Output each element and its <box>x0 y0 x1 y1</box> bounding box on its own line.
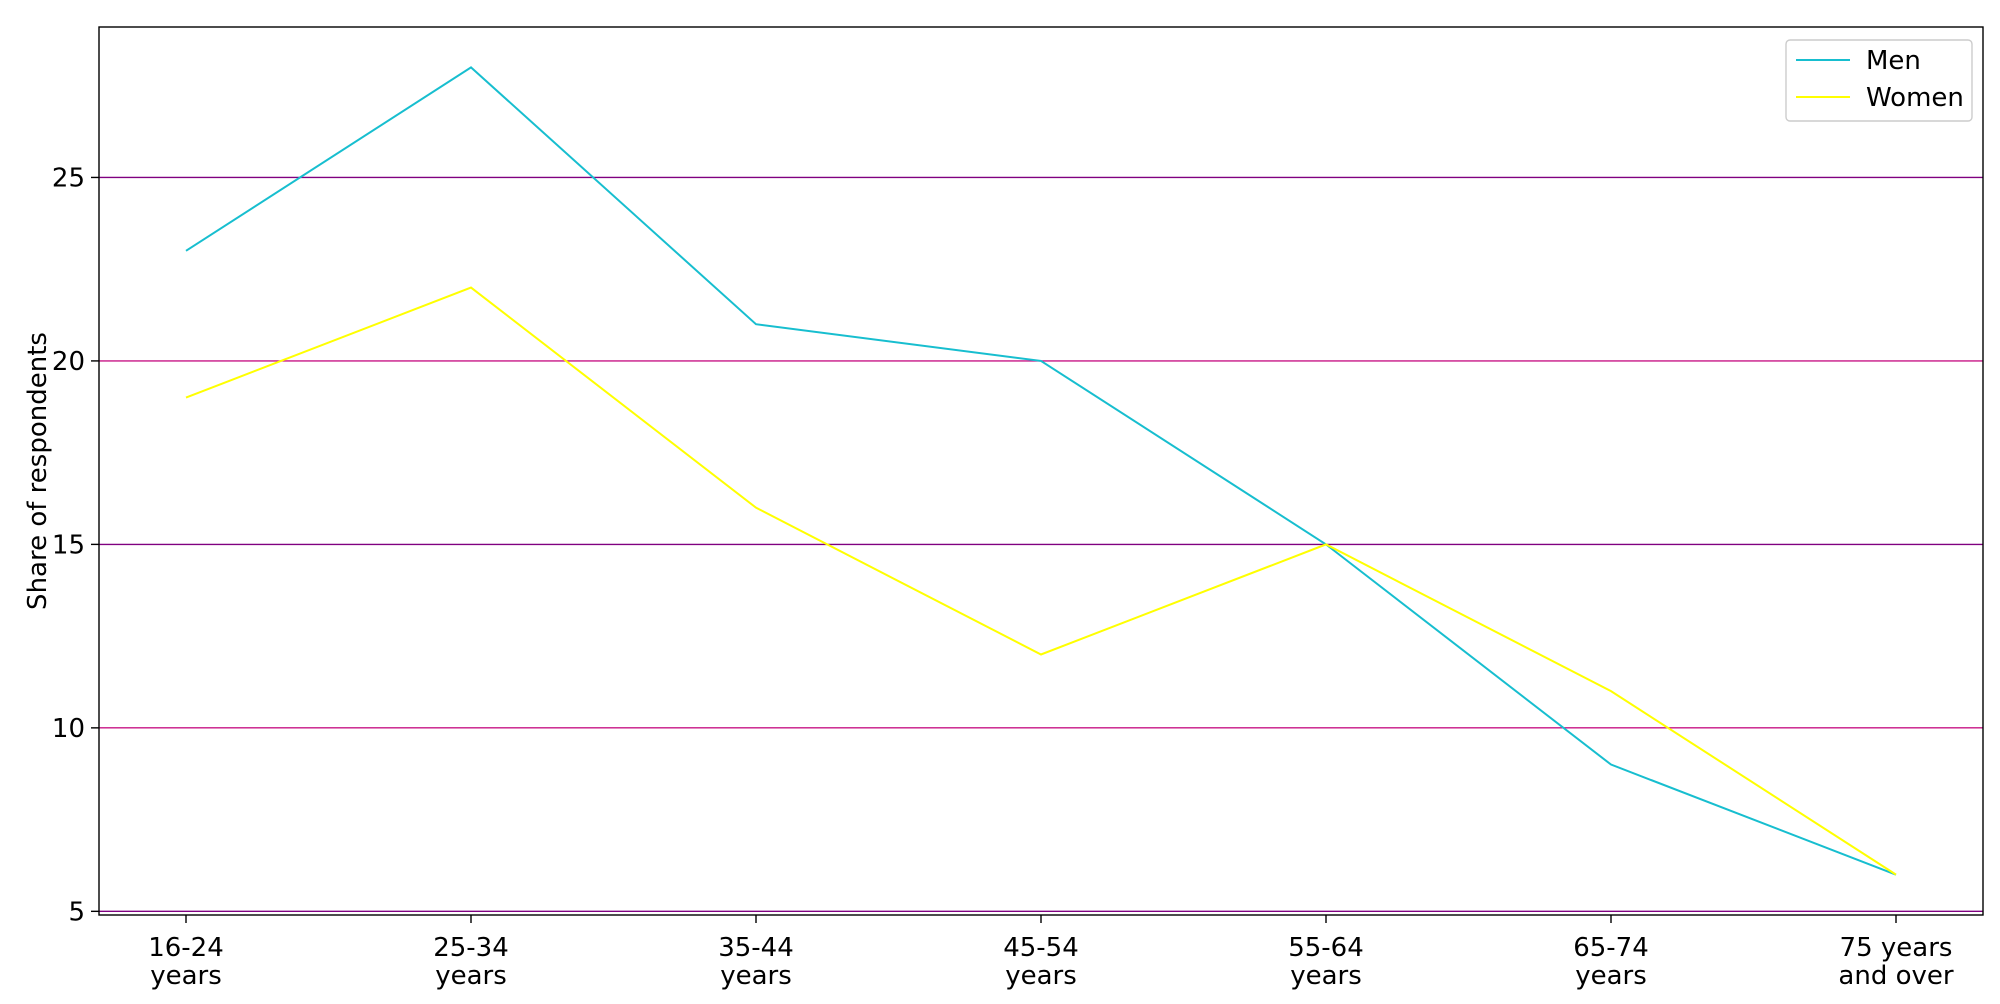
x-tick-label: 45-54 years <box>1003 933 1079 991</box>
x-tick-label: 16-24 years <box>148 933 224 991</box>
x-tick-label: 65-74 years <box>1573 933 1649 991</box>
legend-label: Women <box>1866 83 1964 113</box>
x-tick-label: 35-44 years <box>718 933 794 991</box>
legend: Men Women <box>1785 39 1973 122</box>
y-tick-label: 20 <box>52 347 85 377</box>
y-tick-label: 25 <box>52 163 85 193</box>
x-tick-label: 55-64 years <box>1288 933 1364 991</box>
x-axis: 16-24 years 25-34 years 35-44 years 45-54 years… <box>148 915 1954 991</box>
x-tick-label: 75 years and over <box>1838 933 1953 991</box>
x-tick-label: 25-34 years <box>433 933 509 991</box>
legend-label: Men <box>1866 46 1921 76</box>
y-axis-label: Share of respondents <box>23 332 53 610</box>
y-tick-label: 10 <box>52 714 85 744</box>
series-lines <box>185 66 1897 876</box>
y-axis: 5 10 15 20 25 <box>52 163 99 927</box>
series-line-men <box>185 66 1897 876</box>
series-line-women <box>185 286 1897 876</box>
y-tick-label: 5 <box>68 897 85 927</box>
y-tick-label: 15 <box>52 530 85 560</box>
